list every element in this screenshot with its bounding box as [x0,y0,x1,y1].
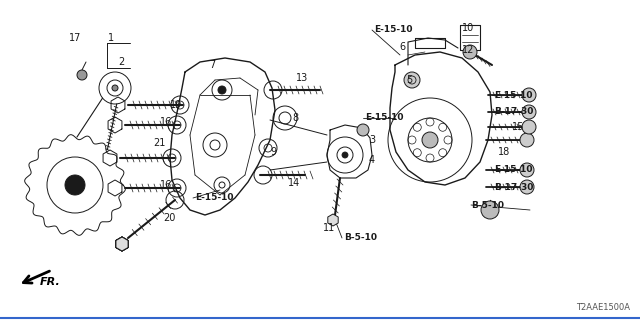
Circle shape [218,86,226,94]
Text: 1: 1 [108,33,114,43]
Circle shape [481,201,499,219]
Text: B-17-30: B-17-30 [494,182,533,191]
Text: 17: 17 [69,33,81,43]
Text: T2AAE1500A: T2AAE1500A [576,303,630,312]
Text: 16: 16 [160,180,172,190]
Text: E-15-10: E-15-10 [374,26,413,35]
Text: B-17-30: B-17-30 [494,108,533,116]
Text: E-15-10: E-15-10 [494,91,532,100]
Circle shape [422,132,438,148]
Text: E-15-10: E-15-10 [494,165,532,174]
Circle shape [463,45,477,59]
Text: 14: 14 [288,178,300,188]
Text: 3: 3 [369,135,375,145]
Text: 21: 21 [153,138,165,148]
Text: 16: 16 [160,117,172,127]
Text: 2: 2 [118,57,124,67]
Text: 4: 4 [369,155,375,165]
Text: B-5-10: B-5-10 [471,201,504,210]
Text: 15: 15 [512,122,524,132]
Text: 13: 13 [296,73,308,83]
Text: 7: 7 [209,60,215,70]
Circle shape [522,105,536,119]
Text: 20: 20 [163,213,175,223]
Circle shape [522,120,536,134]
Text: E-15-10: E-15-10 [195,194,234,203]
Text: 19: 19 [170,100,182,110]
Circle shape [520,180,534,194]
Text: E-15-10: E-15-10 [365,114,403,123]
Text: 10: 10 [462,23,474,33]
Circle shape [520,163,534,177]
Text: 9: 9 [270,147,276,157]
Circle shape [112,85,118,91]
Circle shape [522,88,536,102]
Text: B-5-10: B-5-10 [344,234,377,243]
Text: 5: 5 [406,75,412,85]
Circle shape [357,124,369,136]
Text: 11: 11 [323,223,335,233]
Circle shape [520,133,534,147]
Circle shape [65,175,85,195]
Text: 18: 18 [498,147,510,157]
Circle shape [404,72,420,88]
Circle shape [342,152,348,158]
Text: 12: 12 [462,45,474,55]
Text: 6: 6 [399,42,405,52]
Text: FR.: FR. [40,277,61,287]
Text: 8: 8 [292,113,298,123]
Circle shape [77,70,87,80]
